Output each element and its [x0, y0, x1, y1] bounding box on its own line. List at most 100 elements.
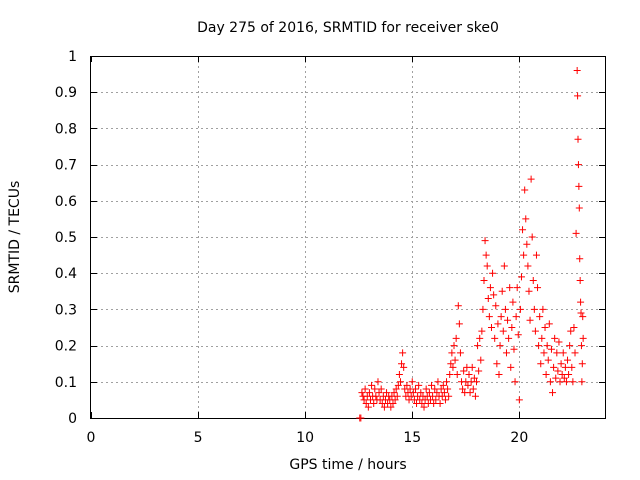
data-point	[475, 367, 483, 375]
data-point	[562, 378, 570, 386]
data-point	[527, 175, 535, 183]
data-point	[535, 342, 543, 350]
data-point	[574, 92, 582, 100]
data-point	[444, 385, 452, 393]
y-tick-label: 0.8	[55, 121, 77, 137]
data-point	[506, 284, 514, 292]
data-point	[437, 385, 445, 393]
data-point	[528, 233, 536, 241]
y-tick-label: 0.7	[55, 158, 77, 174]
data-points	[356, 66, 587, 422]
data-point	[499, 327, 507, 335]
data-point	[479, 305, 487, 313]
data-point	[523, 240, 531, 248]
data-point	[541, 324, 549, 331]
data-point	[554, 367, 562, 375]
data-point	[532, 251, 540, 259]
data-point	[473, 378, 480, 386]
data-point	[431, 385, 439, 393]
data-point	[544, 356, 552, 364]
data-point	[415, 381, 423, 389]
data-point	[395, 371, 403, 379]
data-point	[526, 316, 534, 324]
data-point	[508, 324, 516, 331]
data-point	[464, 381, 472, 389]
data-point	[445, 392, 453, 400]
plot-frame	[90, 56, 606, 419]
data-point	[452, 334, 460, 342]
data-point	[551, 334, 559, 342]
data-point	[510, 345, 518, 353]
y-tick-label: 0.5	[55, 230, 77, 246]
data-point	[422, 385, 430, 393]
data-point	[505, 334, 513, 342]
data-point	[400, 363, 408, 371]
data-point	[552, 374, 560, 382]
data-point	[362, 400, 370, 408]
y-tick-labels: 0 0.1 0.2 0.3 0.4 0.5 0.6 0.7 0.8 0.9 1	[55, 49, 77, 427]
data-point	[436, 400, 444, 408]
data-point	[469, 385, 477, 393]
data-point	[372, 392, 380, 400]
data-point	[474, 342, 482, 350]
data-point	[429, 392, 437, 400]
y-tick-label: 0.2	[55, 339, 77, 355]
data-point	[387, 403, 395, 411]
data-point	[516, 305, 524, 313]
data-point	[466, 389, 474, 397]
data-point	[398, 360, 406, 368]
data-point	[411, 385, 419, 393]
data-point	[476, 334, 484, 342]
data-point	[556, 378, 564, 386]
data-point	[471, 392, 479, 400]
data-point	[498, 287, 506, 295]
data-point	[577, 309, 585, 317]
data-point	[574, 135, 582, 143]
data-point	[468, 363, 476, 371]
data-point	[511, 378, 519, 386]
data-point	[568, 363, 576, 371]
chart-title: Day 275 of 2016, SRMTID for receiver ske…	[197, 20, 499, 36]
data-point	[425, 389, 433, 397]
data-point	[358, 389, 366, 397]
data-point	[465, 371, 473, 379]
data-point	[380, 403, 388, 411]
data-point	[571, 349, 579, 357]
data-point	[393, 392, 401, 400]
y-tick-label: 0.1	[55, 375, 77, 391]
data-point	[570, 324, 578, 331]
data-point	[455, 320, 463, 328]
data-point	[550, 363, 558, 371]
data-point	[512, 313, 520, 321]
data-point	[403, 381, 411, 389]
data-point	[480, 276, 488, 284]
data-point	[450, 342, 458, 350]
data-point	[433, 389, 441, 397]
data-point	[575, 204, 583, 212]
data-point	[408, 378, 416, 386]
data-point	[484, 295, 492, 303]
data-point	[460, 367, 468, 375]
x-tick-label: 0	[87, 430, 96, 446]
data-point	[567, 327, 575, 335]
data-point	[494, 320, 502, 328]
data-point	[456, 349, 464, 357]
x-tick-labels: 0 5 10 15 20	[87, 430, 529, 446]
data-point	[521, 186, 529, 194]
data-point	[559, 349, 567, 357]
data-point	[357, 414, 365, 422]
data-point	[524, 262, 532, 270]
data-point	[441, 396, 449, 404]
data-point	[377, 385, 385, 393]
data-point	[420, 403, 428, 411]
data-point	[366, 396, 374, 404]
data-point	[545, 320, 553, 328]
data-point	[459, 385, 467, 393]
data-point	[579, 334, 587, 342]
data-point	[514, 331, 522, 339]
data-point	[543, 342, 551, 350]
data-point	[396, 378, 404, 386]
data-point	[394, 381, 402, 389]
data-point	[575, 182, 583, 190]
